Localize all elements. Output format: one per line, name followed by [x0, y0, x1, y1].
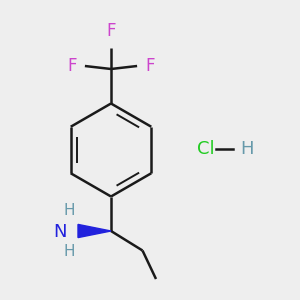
Text: F: F: [145, 57, 154, 75]
Text: H: H: [64, 244, 75, 259]
Text: N: N: [53, 223, 67, 241]
Text: Cl: Cl: [197, 140, 214, 158]
Polygon shape: [78, 224, 111, 238]
Text: H: H: [64, 203, 75, 218]
Text: H: H: [240, 140, 253, 158]
Text: F: F: [106, 22, 116, 40]
Text: F: F: [68, 57, 77, 75]
